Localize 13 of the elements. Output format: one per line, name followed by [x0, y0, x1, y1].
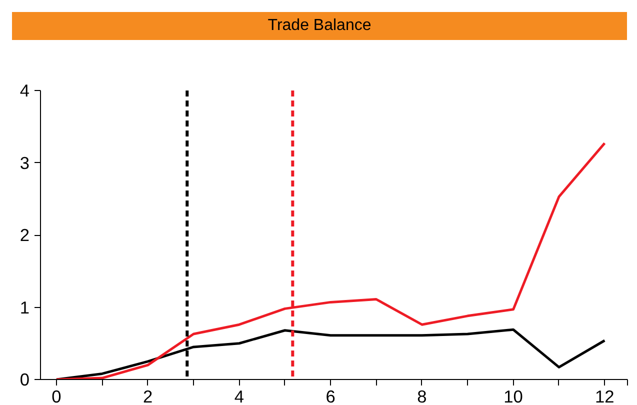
x-tick-label: 6: [326, 386, 336, 405]
x-tick-label: 8: [417, 386, 427, 405]
y-tick-label: 4: [20, 80, 30, 100]
x-tick-label: 4: [234, 386, 244, 405]
x-tick-label: 12: [595, 386, 614, 405]
x-tick-label: 0: [52, 386, 62, 405]
x-tick-label: 10: [504, 386, 523, 405]
y-tick-label: 0: [20, 370, 30, 390]
y-tick-label: 1: [20, 297, 30, 318]
chart-title: Trade Balance: [268, 16, 372, 36]
y-tick-label: 2: [20, 225, 30, 245]
x-tick-label: 2: [143, 386, 153, 405]
y-tick-label: 3: [20, 152, 30, 173]
